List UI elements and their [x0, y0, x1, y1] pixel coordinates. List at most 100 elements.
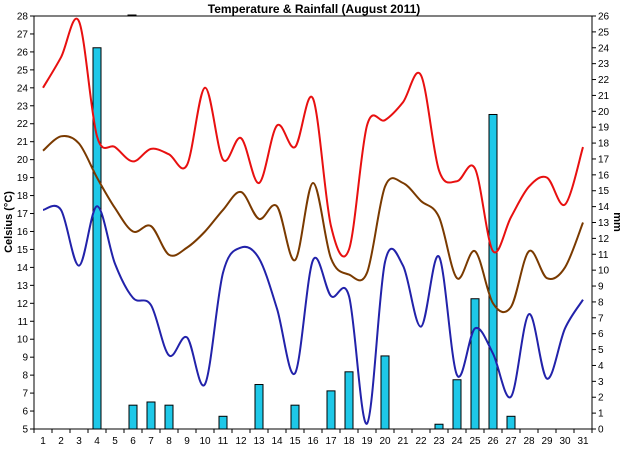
right-tick-label: 9: [598, 282, 604, 293]
right-tick-label: 19: [598, 123, 610, 134]
temperature-lines: [42, 17, 584, 425]
right-tick-label: 13: [598, 218, 610, 229]
chart-title: Temperature & Rainfall (August 2011): [208, 2, 421, 16]
left-tick-label: 14: [17, 263, 29, 274]
rainfall-bar: [470, 298, 480, 430]
x-tick-label: 2: [58, 436, 64, 447]
left-tick-label: 13: [17, 281, 29, 292]
rainfall-bar: [506, 415, 516, 430]
rainfall-bar: [164, 404, 174, 430]
x-tick-label: 30: [559, 436, 571, 447]
rainfall-bars: [92, 47, 516, 430]
left-tick-label: 11: [18, 317, 29, 328]
left-tick-label: 21: [17, 137, 29, 148]
right-tick-label: 0: [598, 425, 604, 436]
x-tick-label: 5: [112, 436, 118, 447]
right-tick-label: 1: [598, 409, 604, 420]
x-tick-label: 13: [253, 436, 265, 447]
x-tick-label: 31: [577, 436, 589, 447]
left-tick-label: 20: [17, 155, 29, 166]
right-tick-label: 3: [598, 377, 604, 388]
left-tick-label: 19: [17, 173, 29, 184]
right-tick-label: 23: [598, 59, 610, 70]
left-tick-label: 24: [17, 83, 29, 94]
x-tick-label: 17: [325, 436, 337, 447]
left-axis-ticks: 5 6 7 8 9 10 11 12 13 14 15 16 17 18 19 20 21 22 23 24 25 26 2…: [17, 12, 34, 436]
x-tick-label: 26: [487, 436, 499, 447]
right-tick-label: 5: [598, 345, 604, 356]
x-tick-label: 14: [271, 436, 283, 447]
x-tick-label: 10: [199, 436, 211, 447]
left-tick-label: 12: [17, 299, 29, 310]
x-tick-label: 1: [40, 436, 46, 447]
x-tick-label: 20: [379, 436, 391, 447]
right-axis-ticks: 0123456789101112131415161718192021222324…: [592, 12, 610, 436]
right-tick-label: 14: [598, 202, 610, 213]
rainfall-bar: [254, 384, 264, 430]
right-tick-label: 21: [598, 91, 610, 102]
x-tick-label: 6: [130, 436, 136, 447]
rainfall-bar: [344, 371, 354, 430]
right-tick-label: 6: [598, 329, 604, 340]
x-tick-label: 9: [184, 436, 190, 447]
right-axis-label: mm: [611, 212, 623, 232]
x-tick-label: 29: [541, 436, 553, 447]
x-tick-label: 18: [343, 436, 355, 447]
rainfall-bar: [380, 355, 390, 430]
rainfall-bar: [128, 404, 138, 430]
x-tick-label: 3: [76, 436, 82, 447]
x-tick-label: 27: [505, 436, 517, 447]
right-tick-label: 20: [598, 107, 610, 118]
left-tick-label: 8: [22, 371, 28, 382]
right-tick-label: 15: [598, 186, 610, 197]
x-tick-label: 28: [523, 436, 535, 447]
minimum-temperature-line: [42, 204, 584, 425]
left-tick-label: 28: [17, 12, 29, 23]
rainfall-bar: [146, 401, 156, 430]
maximum-temperature-line: [42, 17, 584, 258]
x-tick-label: 12: [235, 436, 247, 447]
right-tick-label: 7: [598, 313, 604, 324]
right-tick-label: 12: [598, 234, 610, 245]
right-tick-label: 4: [598, 361, 604, 372]
plot-area: [33, 15, 593, 430]
rainfall-bar: [452, 379, 462, 430]
x-tick-label: 16: [307, 436, 319, 447]
right-tick-label: 18: [598, 139, 610, 150]
rainfall-bar: [488, 113, 498, 430]
left-tick-label: 23: [17, 101, 29, 112]
left-tick-label: 27: [17, 29, 29, 40]
rainfall-bar: [92, 47, 102, 430]
right-tick-label: 22: [598, 75, 610, 86]
rainfall-bar: [290, 404, 300, 430]
right-tick-label: 8: [598, 297, 604, 308]
left-tick-label: 25: [17, 65, 29, 76]
right-tick-label: 16: [598, 170, 610, 181]
x-tick-label: 22: [415, 436, 427, 447]
x-tick-label: 4: [94, 436, 100, 447]
x-tick-label: 8: [166, 436, 172, 447]
right-tick-label: 25: [598, 27, 610, 38]
right-tick-label: 26: [598, 12, 610, 23]
left-tick-label: 18: [17, 191, 29, 202]
x-tick-label: 24: [451, 436, 463, 447]
x-tick-label: 25: [469, 436, 481, 447]
left-tick-label: 6: [22, 407, 28, 418]
left-tick-label: 16: [17, 227, 29, 238]
left-tick-label: 9: [22, 353, 28, 364]
left-tick-label: 17: [17, 209, 29, 220]
x-tick-label: 11: [218, 436, 229, 447]
x-tick-label: 15: [289, 436, 301, 447]
right-tick-label: 2: [598, 393, 604, 404]
left-tick-label: 7: [22, 389, 28, 400]
rainfall-bar: [326, 390, 336, 430]
left-tick-label: 15: [17, 245, 29, 256]
x-tick-label: 21: [397, 436, 409, 447]
left-tick-label: 26: [17, 47, 29, 58]
left-tick-label: 22: [17, 119, 29, 130]
right-tick-label: 11: [598, 250, 609, 261]
right-tick-label: 10: [598, 266, 610, 277]
right-tick-label: 17: [598, 154, 610, 165]
x-tick-label: 19: [361, 436, 373, 447]
